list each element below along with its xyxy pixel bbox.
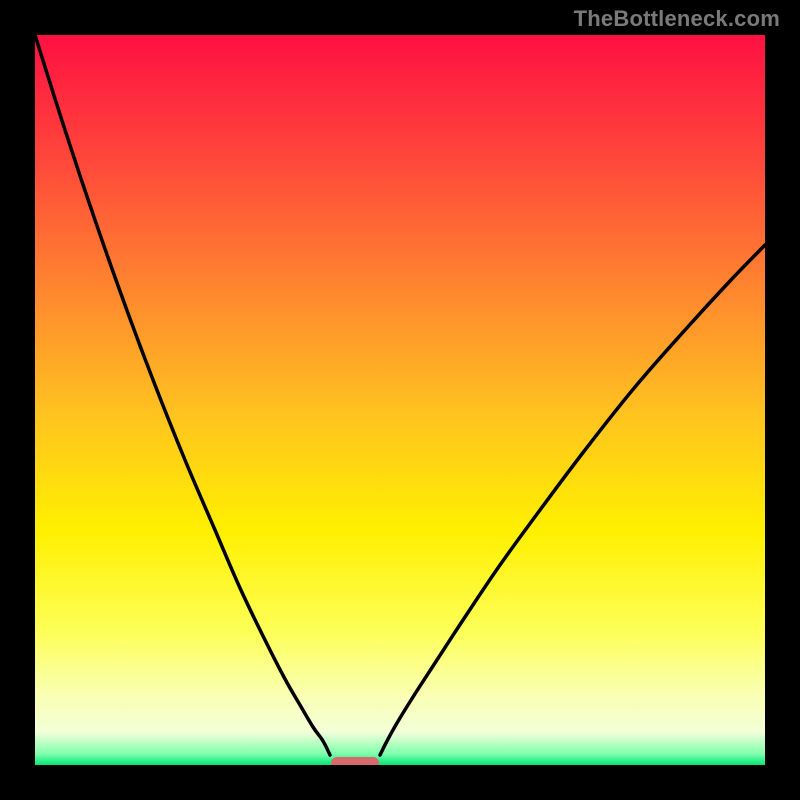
curve-left-branch bbox=[35, 35, 330, 755]
plot-area bbox=[35, 35, 765, 765]
bottleneck-curve bbox=[35, 35, 765, 765]
curve-right-branch bbox=[380, 245, 765, 755]
minimum-marker bbox=[331, 757, 379, 765]
watermark-text: TheBottleneck.com bbox=[574, 6, 780, 32]
